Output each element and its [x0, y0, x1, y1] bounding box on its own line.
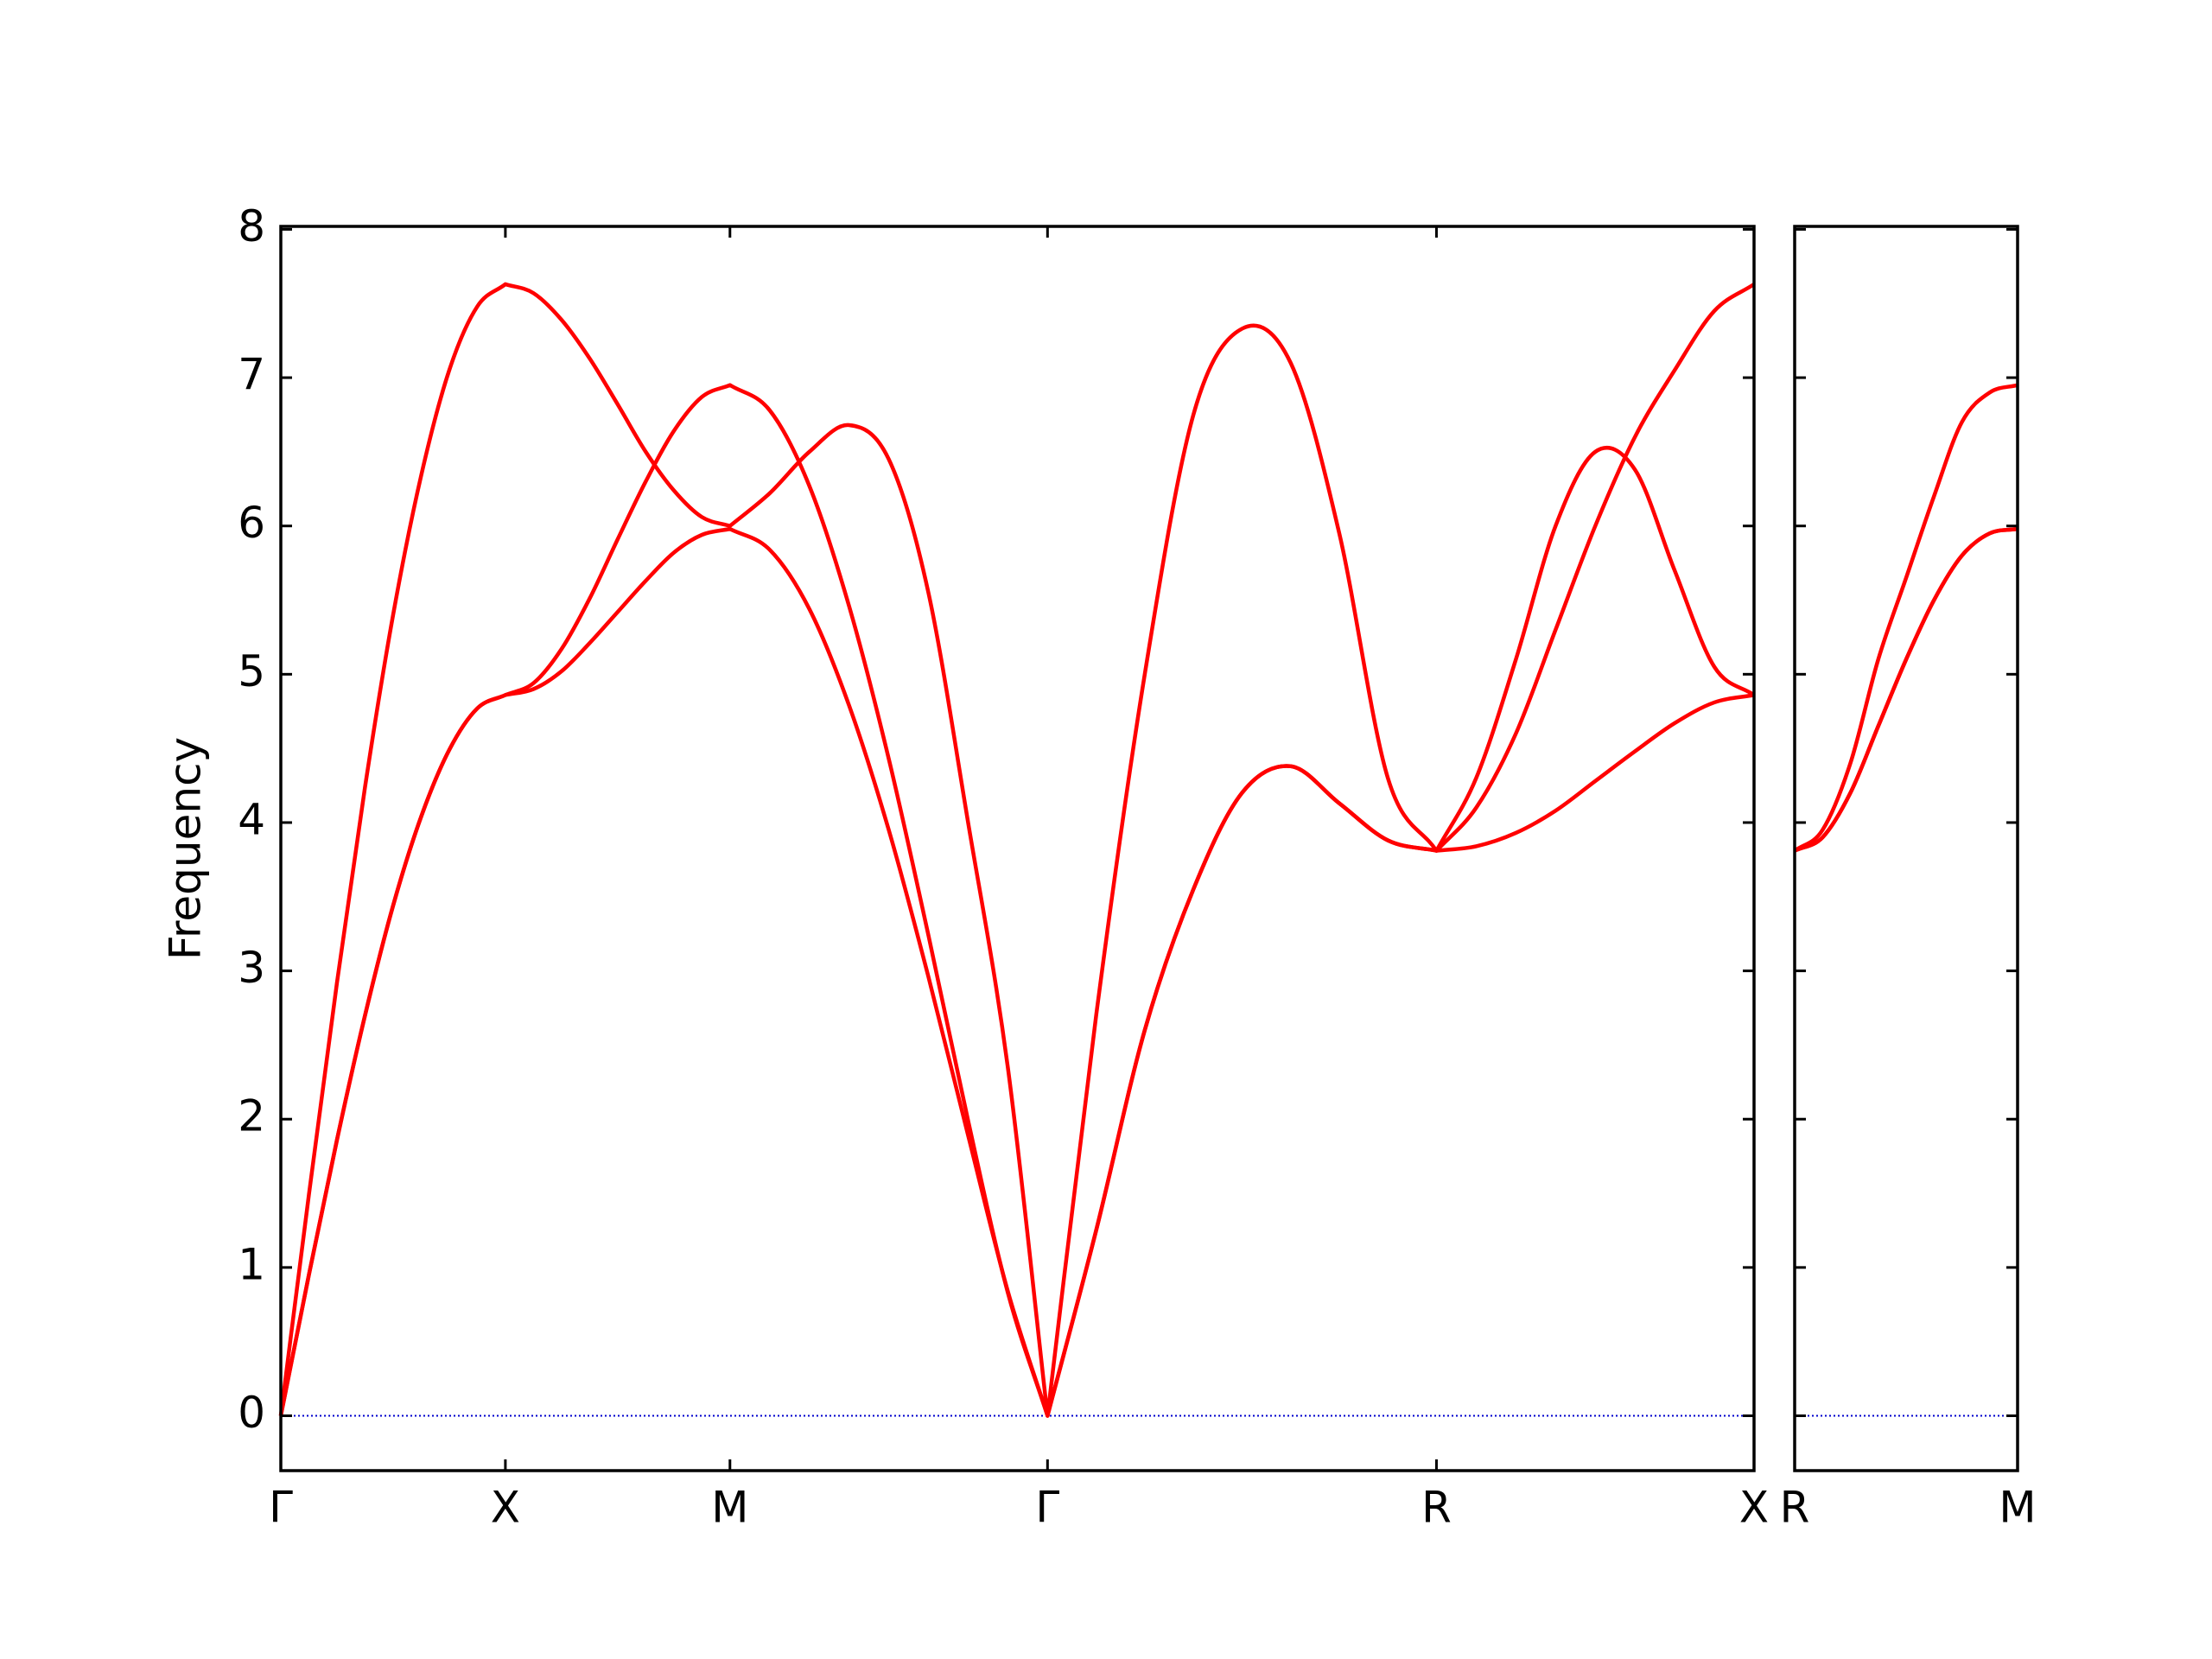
x-tick-label: X — [1739, 1483, 1769, 1533]
x-tick-label: Γ — [1035, 1483, 1059, 1533]
y-tick-label: 3 — [238, 943, 265, 993]
x-tick-label: X — [491, 1483, 520, 1533]
band-line — [1794, 526, 2018, 853]
y-tick-label: 0 — [238, 1388, 265, 1438]
x-tick-label: M — [1999, 1483, 2036, 1533]
x-tick-label: Γ — [269, 1483, 293, 1533]
y-axis-label: Frequency — [161, 737, 211, 960]
y-tick-label: 2 — [238, 1091, 265, 1141]
band-line — [278, 282, 1756, 1418]
y-tick-label: 8 — [238, 201, 265, 251]
y-tick-label: 4 — [238, 794, 265, 844]
x-tick-label: M — [711, 1483, 748, 1533]
y-tick-label: 5 — [238, 646, 265, 696]
x-tick-label: R — [1421, 1483, 1452, 1533]
axes-frame — [279, 225, 1756, 1472]
axes-frame — [1793, 225, 2019, 1472]
band-line — [278, 526, 1755, 1418]
band-line — [278, 383, 1756, 1418]
x-tick-label: R — [1780, 1483, 1810, 1533]
y-tick-label: 6 — [238, 498, 265, 548]
band-line — [1793, 383, 2018, 853]
y-tick-label: 7 — [238, 350, 265, 400]
y-tick-label: 1 — [238, 1239, 265, 1289]
panel: 0 1 2 3 4 5 6 7 8 Γ X M Γ R X Frequency — [161, 201, 1770, 1533]
